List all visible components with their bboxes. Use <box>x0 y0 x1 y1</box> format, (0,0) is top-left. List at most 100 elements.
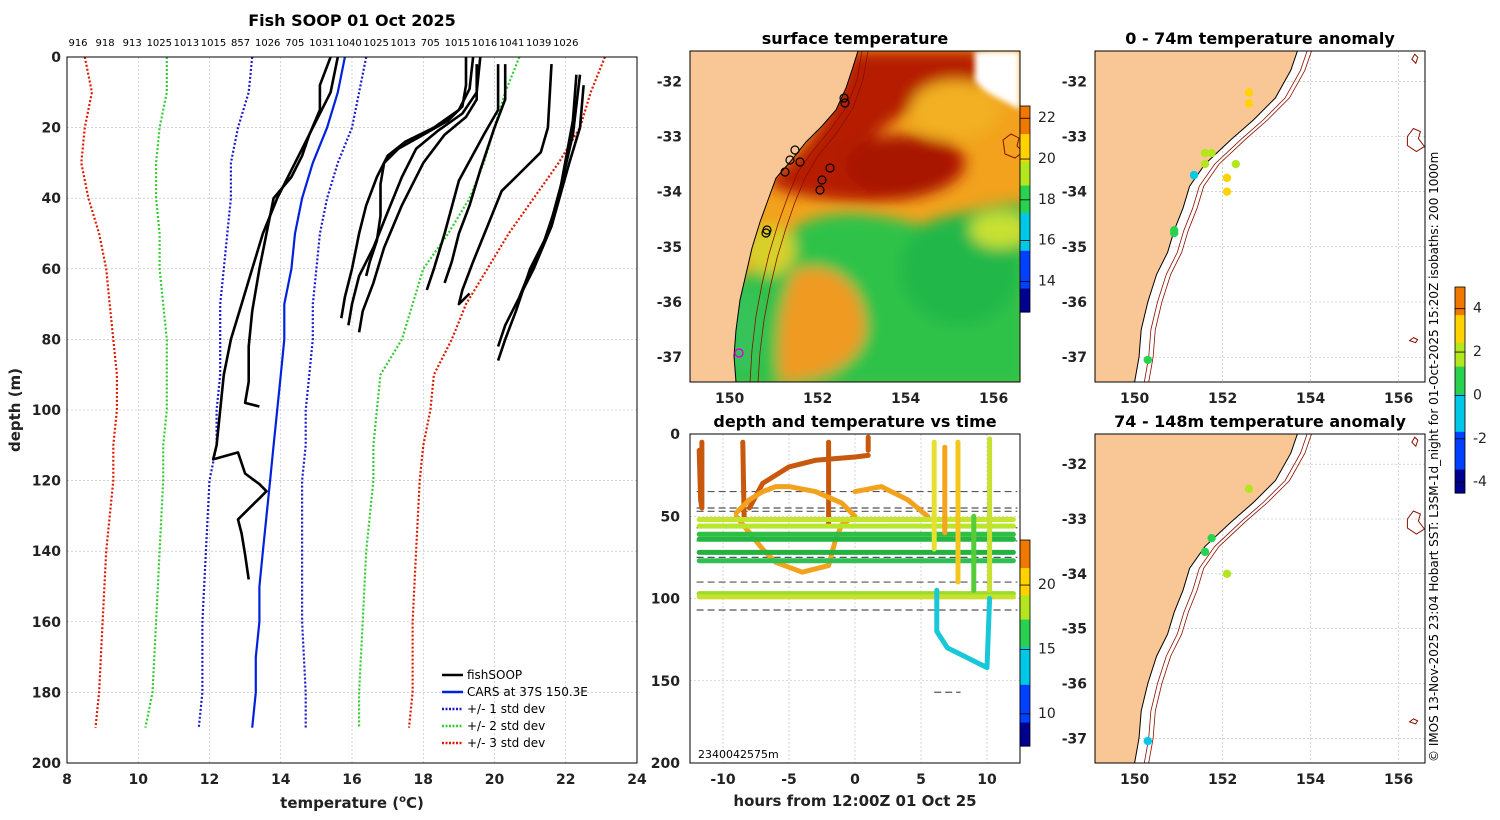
anom1-anomaly-point <box>1231 159 1241 169</box>
anom1-ytick: -35 <box>1062 240 1087 256</box>
anom2-anomaly-point <box>1143 736 1153 746</box>
sst-colorbar-band <box>1020 171 1030 176</box>
time-colorbar-band <box>1020 632 1030 637</box>
sst-colorbar-band <box>1020 243 1030 248</box>
anom-colorbar-band <box>1455 410 1465 415</box>
time-title: depth and temperature vs time <box>713 412 996 431</box>
time-colorbar-band <box>1020 591 1030 596</box>
time-colorbar-band <box>1020 639 1030 644</box>
main-ytick: 0 <box>51 50 61 66</box>
top-number: 1026 <box>553 38 578 49</box>
anom-colorbar-band <box>1455 355 1465 360</box>
time-colorbar-band <box>1020 567 1030 572</box>
time-colorbar-band <box>1020 715 1030 720</box>
anom-colorbar-band <box>1455 297 1465 302</box>
main-xtick: 24 <box>627 772 647 788</box>
anom-colorbar-band <box>1455 290 1465 295</box>
sst-colorbar-band <box>1020 195 1030 200</box>
anom-colorbar-band <box>1455 307 1465 312</box>
sst-cloud-patch <box>975 51 1020 110</box>
anom-colorbar-ticklabel: -2 <box>1473 431 1487 447</box>
sst-colorbar-band <box>1020 212 1030 217</box>
top-number: 1025 <box>363 38 388 49</box>
time-ytick: 100 <box>651 592 680 608</box>
main-ytick: 20 <box>42 121 62 137</box>
sst-ticks: 150 152 154 156 -32 -33 -34 -35 -36 -37 <box>657 74 1009 407</box>
std1-hi-line <box>301 57 368 728</box>
fish-profile-line <box>347 57 482 326</box>
anom-colorbar-band <box>1455 314 1465 319</box>
sst-station-circle <box>780 167 790 177</box>
main-axes-frame <box>66 56 638 764</box>
anom-colorbar-band <box>1455 300 1465 305</box>
sst-colorbar-band <box>1020 305 1030 310</box>
anom1-islet-south <box>1408 337 1419 344</box>
sst-colorbar-band <box>1020 198 1030 203</box>
time-colorbar-band <box>1020 718 1030 723</box>
time-colorbar-band <box>1020 615 1030 620</box>
sst-colorbar-band <box>1020 284 1030 289</box>
top-number: 1040 <box>336 38 361 49</box>
time-colorbar-band <box>1020 697 1030 702</box>
sst-island <box>1002 133 1020 159</box>
sst-fishing-stations <box>761 93 850 238</box>
main-title: Fish SOOP 01 Oct 2025 <box>248 11 456 30</box>
fish-profile-line <box>340 57 475 319</box>
time-colorbar-band <box>1020 612 1030 617</box>
time-track <box>852 484 931 519</box>
sst-colorbar-band <box>1020 298 1030 303</box>
time-colorbar-band <box>1020 605 1030 610</box>
time-lines <box>696 434 1018 693</box>
time-colorbar-band <box>1020 540 1030 545</box>
anom2-ytick: -37 <box>1062 731 1087 747</box>
fish-profile-line <box>243 57 332 408</box>
sst-station-circle <box>761 228 771 238</box>
fish-profile-line <box>443 64 507 284</box>
sst-colorbar-band <box>1020 140 1030 145</box>
time-colorbar-band <box>1020 550 1030 555</box>
main-xtick: 20 <box>485 772 505 788</box>
sst-colorbar-band <box>1020 202 1030 207</box>
anom-colorbar-band <box>1455 304 1465 309</box>
sst-magenta-marker <box>734 348 744 358</box>
sst-station-circle <box>825 163 835 173</box>
sst-colorbar-band <box>1020 253 1030 258</box>
anom1-land <box>1095 51 1298 382</box>
anom2-xtick: 154 <box>1296 772 1325 788</box>
anom1-anomaly-point <box>1207 148 1216 158</box>
time-ytick: 150 <box>651 674 680 690</box>
sst-field <box>690 51 1020 382</box>
time-xtick: -10 <box>710 772 736 788</box>
anom1-anomaly-point <box>1244 88 1254 97</box>
anom-colorbar-band <box>1455 390 1465 395</box>
sst-colorbar-band <box>1020 164 1030 169</box>
sst-station-circle <box>817 175 827 185</box>
anom1-anomaly-point <box>1222 173 1232 183</box>
sst-colorbar-ticklabel: 14 <box>1038 273 1056 289</box>
legend-cars: CARS at 37S 150.3E <box>467 685 588 699</box>
sst-ytick: -36 <box>657 295 682 311</box>
anom2-islet <box>1411 436 1419 448</box>
time-colorbar-band <box>1020 622 1030 627</box>
anom-colorbar-band <box>1455 369 1465 374</box>
sst-ytick: -34 <box>657 185 683 201</box>
sst-ytick: -32 <box>657 74 682 90</box>
top-number: 1025 <box>147 38 172 49</box>
main-grid <box>67 57 637 763</box>
sst-colorbar-band <box>1020 281 1030 286</box>
sst-colorbar-band <box>1020 226 1030 231</box>
sst-colorbar-ticklabel: 20 <box>1038 151 1056 167</box>
sst-colorbar-band <box>1020 133 1030 138</box>
time-colorbar: 10 15 20 <box>1019 539 1056 747</box>
anom1-ytick: -36 <box>1062 295 1087 311</box>
time-colorbar-band <box>1020 618 1030 623</box>
top-number: 1031 <box>309 38 334 49</box>
anom-colorbar-band <box>1455 407 1465 412</box>
sst-colorbar-band <box>1020 260 1030 265</box>
sst-ytick: -37 <box>657 350 682 366</box>
sst-colorbar-band <box>1020 239 1030 244</box>
anom-colorbar-band <box>1455 444 1465 449</box>
anom2-ytick: -35 <box>1062 622 1087 638</box>
sst-colorbar-band <box>1020 219 1030 224</box>
top-number: 913 <box>123 38 142 49</box>
